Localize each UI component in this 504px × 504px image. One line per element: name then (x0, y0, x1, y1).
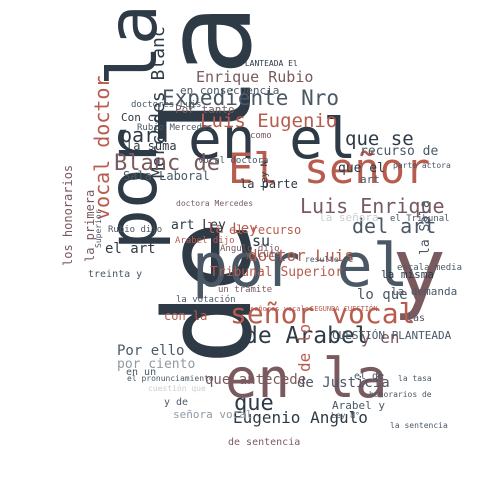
word: la señora (319, 211, 379, 224)
word: vocal doctora (198, 156, 269, 166)
word: Con costas (121, 111, 188, 124)
word: que se (345, 128, 414, 150)
word: Ley N (260, 160, 270, 188)
word: la tasa (398, 374, 432, 383)
word: Por tanto (175, 103, 235, 116)
word: que antecede (205, 372, 307, 388)
word: por el (192, 231, 409, 301)
word: Rubio Mercedes (137, 123, 213, 133)
word: honorarios de (369, 390, 432, 399)
word: treinta y (88, 269, 143, 280)
word: doctor Luis (248, 246, 354, 265)
word: el pronunciamiento (127, 374, 214, 383)
word: art (360, 173, 380, 186)
word: la suma (126, 139, 177, 153)
word: Rubio dijo (108, 225, 163, 235)
word: en el (188, 107, 357, 172)
word: Eugenio Angulo (233, 408, 368, 427)
word: parte actora (393, 161, 451, 170)
word: la misma (381, 268, 434, 281)
word: doctora Mercedes (176, 199, 254, 208)
word: Sala Laboral (123, 169, 210, 183)
word: escala media (397, 263, 463, 273)
word: por ciento (117, 357, 196, 372)
word: cuestión que (148, 384, 206, 393)
word: del art (352, 214, 437, 238)
word: recurso de (360, 144, 439, 159)
word: lo que (357, 287, 408, 303)
word: para (120, 123, 169, 147)
word: un trámite (218, 285, 273, 295)
word: el Tribunal (390, 214, 450, 224)
word: señora vocal (173, 408, 253, 421)
word: el recurso (229, 223, 302, 237)
word: CUESTIÓN PLANTEADA (332, 329, 452, 342)
word: los honorarios (61, 164, 75, 266)
word: en un (126, 367, 157, 378)
word: y Luis (245, 249, 282, 260)
word: la demanda (391, 285, 458, 298)
word: que (234, 391, 274, 416)
word: su (252, 232, 271, 250)
word: resulte de (305, 255, 354, 264)
word: el art (105, 241, 156, 257)
word: las (407, 313, 426, 324)
word: PLANTEADA El (240, 59, 298, 68)
word: Angulo dijo (220, 244, 280, 254)
word: de sentencia (228, 437, 301, 448)
word: la Sala (418, 200, 433, 255)
word: señoras vocales (250, 305, 314, 313)
word: la parte (240, 177, 298, 191)
word: con la (164, 309, 208, 323)
word: de Arabel (244, 323, 369, 349)
word: y en (361, 328, 400, 347)
word: Luis Eugenio (200, 110, 338, 132)
word: Arabel dijo (175, 236, 235, 246)
word: doctores Luis (131, 100, 202, 110)
word: que el (338, 161, 385, 176)
word: como (250, 131, 272, 141)
word: de lo (295, 323, 314, 372)
word: y de (164, 397, 189, 408)
word: la Ley (207, 221, 258, 237)
word: señor vocal (230, 297, 416, 330)
word: art Ley (171, 218, 226, 233)
word: la sentencia (390, 421, 448, 430)
word: Ley N° (331, 411, 360, 420)
word: Arabel y (332, 399, 385, 412)
word: Luis Enrique (300, 194, 445, 218)
word: el de (354, 371, 385, 382)
word: El señor (228, 144, 431, 193)
word: de Justicia (297, 375, 390, 391)
word: Por ello (117, 343, 185, 359)
word: Tribunal Superior (210, 265, 344, 280)
word: la votación (176, 295, 236, 305)
word: en la (225, 347, 388, 410)
word: Blanc de (114, 151, 220, 176)
word: Superior (94, 209, 103, 248)
word: y (392, 218, 447, 323)
word: Expediente Nro (162, 86, 340, 110)
word: en consecuencia (180, 84, 280, 97)
word: SEGUNDA CUESTIÓN (310, 305, 378, 313)
word: Enrique Rubio (196, 68, 314, 86)
